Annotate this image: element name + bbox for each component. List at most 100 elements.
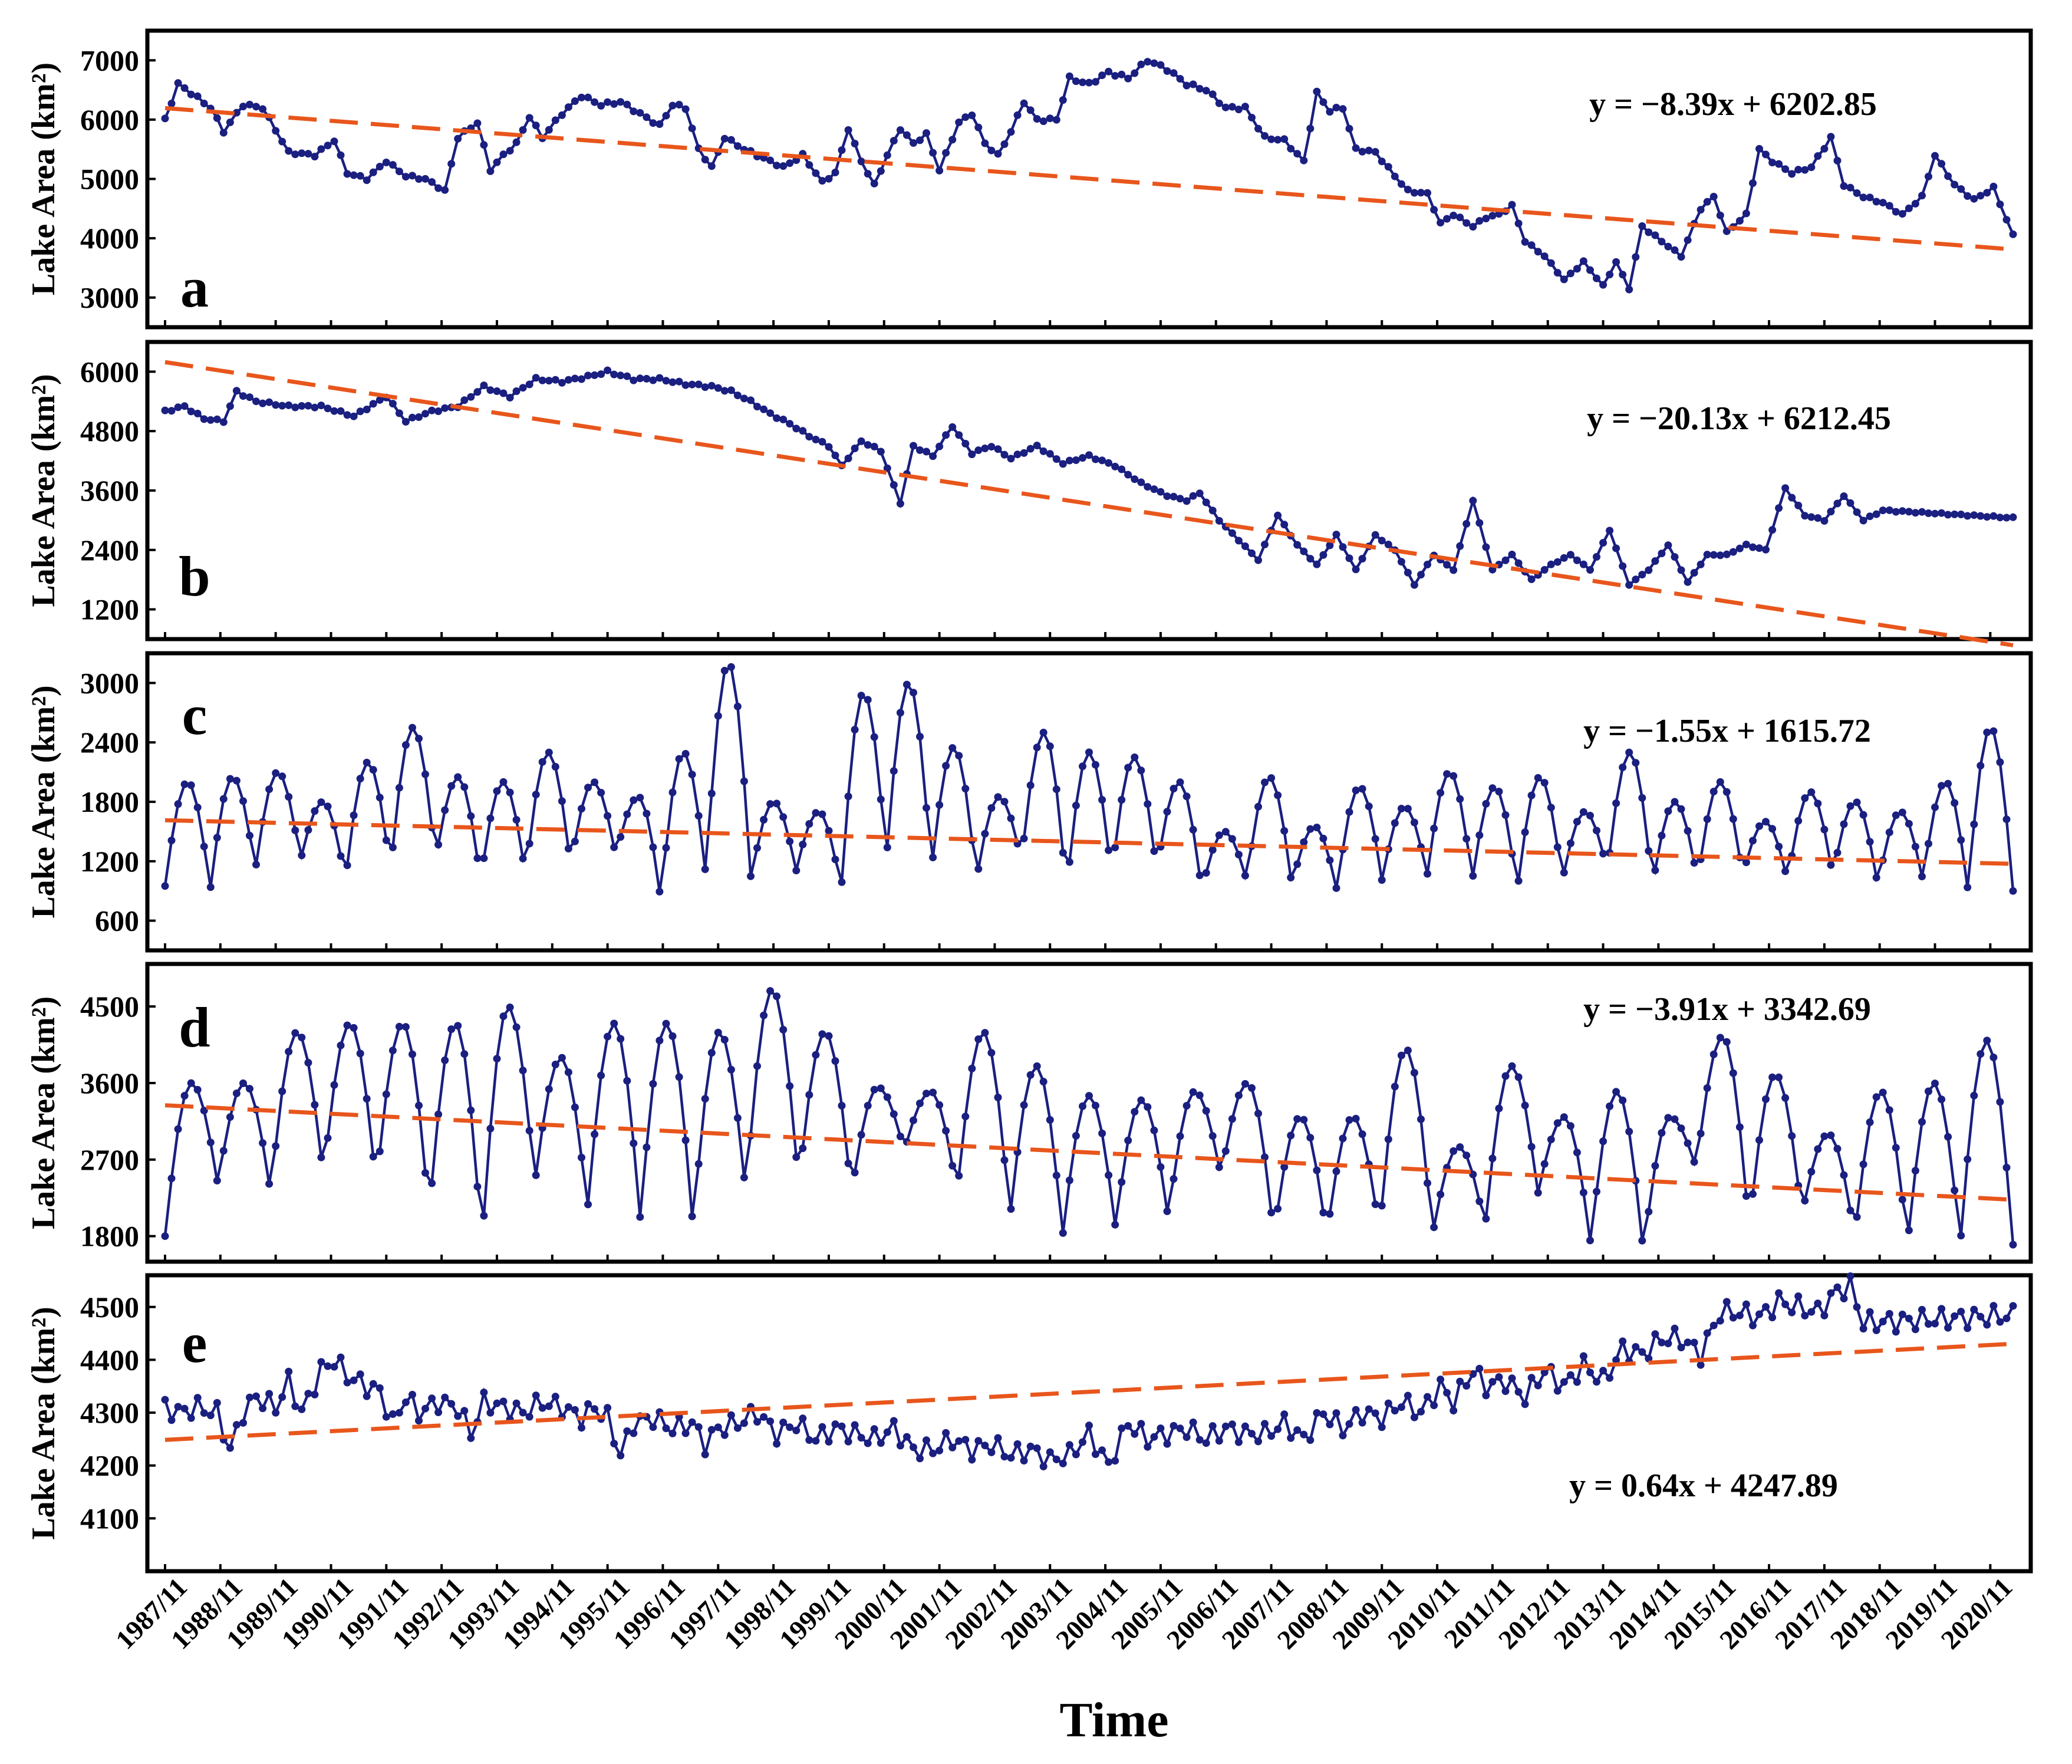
- data-point: [1059, 848, 1067, 857]
- data-point: [1853, 189, 1861, 197]
- data-point: [1170, 785, 1178, 793]
- data-point: [1638, 794, 1646, 802]
- data-point: [1755, 1310, 1763, 1318]
- data-point: [1853, 508, 1861, 516]
- data-point: [480, 1212, 488, 1220]
- data-point: [317, 1153, 325, 1161]
- plot-frame-d: [145, 962, 2033, 1264]
- y-tick-label: 1200: [80, 593, 139, 626]
- data-point: [1352, 1406, 1360, 1414]
- data-point: [2009, 230, 2017, 238]
- data-point: [584, 93, 592, 101]
- data-point: [1105, 1458, 1113, 1466]
- data-point: [1501, 811, 1510, 819]
- data-point: [1788, 1132, 1796, 1140]
- data-point: [1450, 1147, 1458, 1155]
- data-point: [1827, 1289, 1835, 1297]
- data-point: [974, 446, 983, 455]
- data-point: [643, 113, 651, 121]
- data-point: [1534, 1381, 1542, 1390]
- data-point: [1098, 796, 1106, 804]
- data-point: [1424, 870, 1431, 878]
- data-point: [720, 387, 729, 395]
- data-point: [649, 1423, 657, 1431]
- data-point: [1293, 860, 1302, 868]
- data-point: [1501, 1072, 1510, 1080]
- panel-letter-e: e: [182, 1311, 207, 1374]
- data-point: [1280, 135, 1289, 143]
- data-point: [825, 175, 833, 183]
- data-point: [1905, 204, 1913, 212]
- data-point: [1287, 1131, 1295, 1140]
- data-point: [421, 1169, 429, 1177]
- data-point: [1182, 81, 1191, 90]
- data-point: [441, 1393, 449, 1401]
- data-point: [987, 1448, 996, 1456]
- data-point: [1951, 799, 1959, 807]
- data-point: [636, 794, 644, 802]
- data-point: [1462, 835, 1471, 843]
- data-point: [1553, 558, 1562, 566]
- data-point: [681, 105, 690, 113]
- data-point: [226, 775, 234, 783]
- data-point: [1938, 1095, 1946, 1104]
- data-point: [382, 1413, 390, 1421]
- data-point: [330, 1363, 338, 1371]
- data-point: [935, 801, 944, 809]
- data-point: [942, 149, 950, 157]
- data-point: [1469, 872, 1477, 880]
- data-point: [831, 1420, 839, 1429]
- data-point: [180, 1404, 189, 1413]
- data-point: [571, 97, 579, 105]
- data-point: [239, 797, 247, 805]
- data-point: [1553, 269, 1562, 277]
- data-point: [375, 1147, 384, 1156]
- data-point: [525, 840, 533, 848]
- y-tick-label: 4300: [80, 1396, 139, 1429]
- data-point: [1163, 1440, 1171, 1448]
- data-point: [1039, 1462, 1047, 1470]
- data-point: [1241, 542, 1249, 550]
- data-point: [1697, 1361, 1705, 1369]
- data-point: [1072, 801, 1080, 809]
- data-point: [219, 418, 228, 426]
- data-point: [1859, 811, 1867, 819]
- data-point: [519, 126, 527, 134]
- data-point: [1872, 1326, 1880, 1334]
- data-point: [1651, 231, 1659, 239]
- data-point: [232, 1090, 241, 1097]
- data-point: [324, 1362, 332, 1370]
- data-point: [786, 837, 794, 845]
- data-point: [942, 1127, 950, 1135]
- data-point: [818, 437, 826, 446]
- data-point: [1514, 559, 1523, 567]
- data-point: [1749, 179, 1757, 187]
- data-point: [1163, 1207, 1171, 1215]
- data-point: [851, 726, 859, 734]
- data-point: [1176, 495, 1184, 503]
- data-point: [1905, 820, 1913, 828]
- data-point: [1879, 1088, 1887, 1097]
- data-point: [1046, 450, 1054, 458]
- data-point: [512, 387, 521, 395]
- data-point: [1573, 1378, 1581, 1386]
- data-point: [409, 1391, 416, 1398]
- y-tick-label: 4500: [80, 1291, 139, 1324]
- data-point: [538, 1404, 546, 1412]
- data-point: [317, 798, 325, 807]
- data-point: [1938, 160, 1946, 168]
- data-point: [1977, 1050, 1985, 1058]
- data-point: [2002, 514, 2011, 522]
- data-point: [792, 424, 801, 433]
- data-point: [1443, 561, 1451, 569]
- data-point: [1645, 847, 1653, 855]
- data-point: [330, 137, 338, 146]
- data-point: [1137, 1420, 1145, 1428]
- data-point: [532, 374, 540, 382]
- data-point: [499, 150, 508, 159]
- data-point: [1989, 1302, 1998, 1310]
- data-point: [1794, 166, 1803, 174]
- data-point: [1371, 1409, 1379, 1417]
- data-point: [304, 826, 312, 834]
- data-point: [1345, 1420, 1353, 1428]
